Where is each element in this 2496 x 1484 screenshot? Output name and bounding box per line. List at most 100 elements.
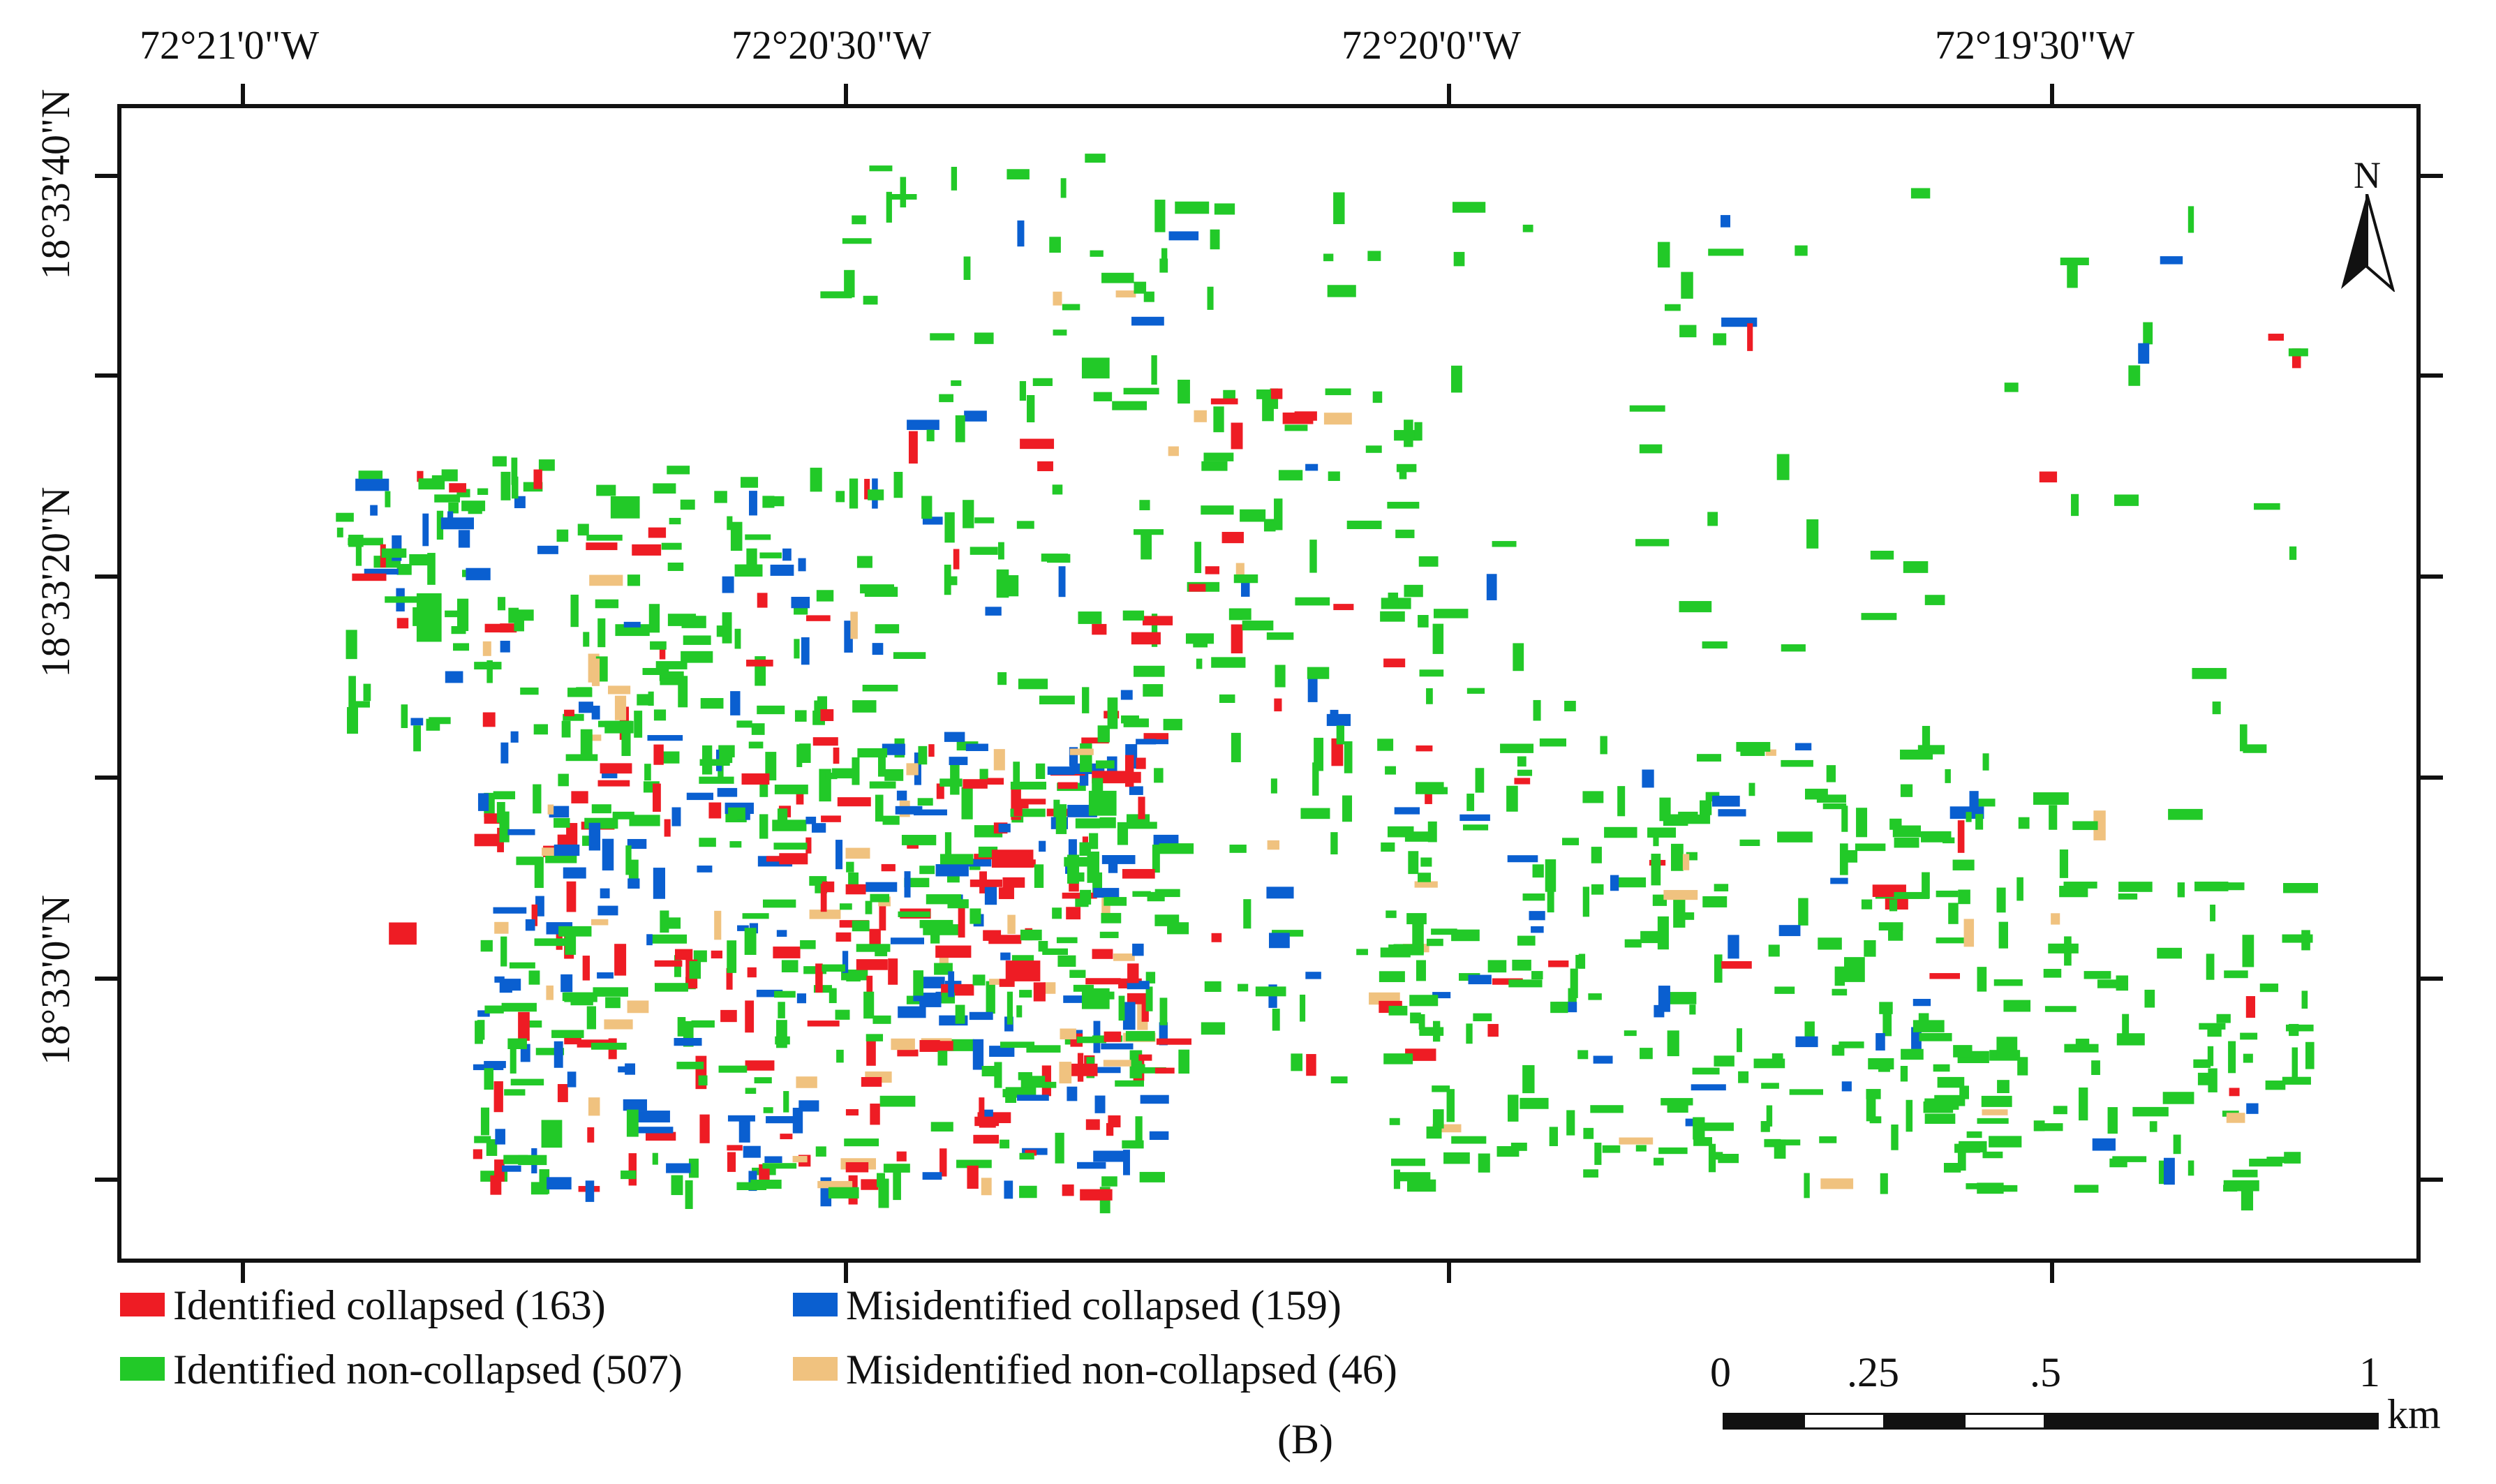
building-identified-non-collapsed <box>2016 877 2023 901</box>
building-identified-non-collapsed <box>1161 248 1168 268</box>
building-identified-non-collapsed <box>1333 192 1345 225</box>
building-identified-non-collapsed <box>714 491 727 503</box>
building-misidentified-non-collapsed <box>1115 290 1136 298</box>
building-identified-non-collapsed <box>667 466 690 475</box>
building-identified-non-collapsed <box>1194 542 1202 573</box>
building-identified-non-collapsed <box>2067 258 2078 288</box>
building-identified-non-collapsed <box>2018 817 2030 829</box>
building-identified-non-collapsed <box>1451 929 1480 942</box>
building-identified-non-collapsed <box>1451 1136 1487 1144</box>
building-identified-collapsed <box>1274 698 1282 712</box>
building-misidentified-collapsed <box>1017 220 1025 247</box>
building-misidentified-collapsed <box>1432 992 1451 999</box>
building-identified-collapsed <box>493 1081 503 1113</box>
building-identified-collapsed <box>1131 632 1161 645</box>
building-identified-non-collapsed <box>774 990 796 998</box>
building-identified-non-collapsed <box>1679 601 1712 613</box>
building-misidentified-collapsed <box>1089 1067 1121 1074</box>
building-misidentified-collapsed <box>798 1100 819 1112</box>
building-identified-non-collapsed <box>1372 391 1383 403</box>
building-identified-non-collapsed <box>1640 1048 1653 1060</box>
longitude-label-4: 72°19'30"W <box>1935 22 2135 68</box>
building-identified-non-collapsed <box>480 940 493 952</box>
building-identified-non-collapsed <box>1118 995 1125 1021</box>
building-identified-non-collapsed <box>1624 939 1642 948</box>
building-identified-non-collapsed <box>2242 935 2254 967</box>
building-identified-non-collapsed <box>348 676 356 708</box>
building-identified-collapsed <box>674 949 693 960</box>
building-identified-non-collapsed <box>974 332 994 344</box>
building-identified-non-collapsed <box>580 729 593 759</box>
building-identified-non-collapsed <box>1404 420 1413 447</box>
building-identified-non-collapsed <box>1055 1132 1064 1164</box>
building-identified-non-collapsed <box>1866 1096 1876 1122</box>
building-identified-non-collapsed <box>2187 1160 2194 1176</box>
building-identified-collapsed <box>1019 799 1046 805</box>
building-misidentified-collapsed <box>1058 566 1066 598</box>
building-identified-non-collapsed <box>986 981 995 1014</box>
legend-swatch-identified-collapsed <box>120 1293 165 1316</box>
building-identified-non-collapsed <box>1903 561 1929 573</box>
building-identified-collapsed <box>1092 949 1113 959</box>
building-identified-non-collapsed <box>1272 1009 1280 1031</box>
building-identified-non-collapsed <box>1057 955 1076 967</box>
building-identified-collapsed <box>864 479 870 500</box>
building-identified-non-collapsed <box>1834 966 1845 986</box>
building-identified-collapsed <box>1138 796 1145 819</box>
building-misidentified-non-collapsed <box>1194 410 1207 422</box>
building-identified-non-collapsed <box>642 667 669 675</box>
building-identified-non-collapsed <box>1520 1097 1549 1109</box>
building-misidentified-collapsed <box>623 1099 647 1111</box>
building-identified-non-collapsed <box>1575 954 1585 969</box>
building-identified-collapsed <box>805 837 812 854</box>
building-identified-non-collapsed <box>1122 1140 1144 1149</box>
building-identified-non-collapsed <box>1312 762 1319 796</box>
legend-label-identified-non-collapsed: Identified non-collapsed (507) <box>173 1346 683 1393</box>
building-identified-non-collapsed <box>1924 595 1945 605</box>
building-identified-non-collapsed <box>810 468 822 492</box>
building-identified-non-collapsed <box>427 553 436 585</box>
building-misidentified-collapsed <box>410 718 424 726</box>
building-misidentified-collapsed <box>922 517 943 525</box>
building-identified-non-collapsed <box>1709 1152 1723 1160</box>
building-identified-non-collapsed <box>484 1064 493 1090</box>
building-misidentified-non-collapsed <box>981 1178 992 1196</box>
building-misidentified-collapsed <box>1077 1162 1106 1169</box>
building-misidentified-collapsed <box>782 548 792 561</box>
building-misidentified-non-collapsed <box>796 1076 817 1088</box>
building-identified-non-collapsed <box>1702 641 1728 649</box>
building-identified-non-collapsed <box>816 590 834 602</box>
building-identified-non-collapsed <box>1085 154 1106 163</box>
building-identified-collapsed <box>531 904 538 926</box>
building-identified-collapsed <box>1020 438 1055 450</box>
building-identified-non-collapsed <box>681 651 713 663</box>
building-identified-collapsed <box>766 856 801 862</box>
building-identified-collapsed <box>2268 334 2285 341</box>
building-identified-non-collapsed <box>1426 938 1443 947</box>
building-identified-non-collapsed <box>730 521 743 551</box>
building-identified-non-collapsed <box>1418 873 1432 882</box>
building-identified-collapsed <box>1143 616 1173 625</box>
building-identified-non-collapsed <box>1977 967 1987 992</box>
building-identified-non-collapsed <box>1418 556 1439 567</box>
building-identified-non-collapsed <box>2157 947 2182 959</box>
building-misidentified-non-collapsed <box>1060 1028 1076 1039</box>
building-misidentified-collapsed <box>1507 855 1538 863</box>
building-identified-non-collapsed <box>926 429 935 442</box>
building-misidentified-collapsed <box>722 576 734 593</box>
building-misidentified-collapsed <box>618 1066 628 1073</box>
building-misidentified-collapsed <box>1063 995 1087 1003</box>
building-identified-non-collapsed <box>418 478 445 490</box>
building-identified-non-collapsed <box>1053 329 1067 336</box>
building-identified-non-collapsed <box>1427 821 1437 843</box>
building-misidentified-non-collapsed <box>542 847 562 856</box>
building-identified-non-collapsed <box>2144 989 2155 1008</box>
building-identified-non-collapsed <box>1804 1021 1815 1039</box>
building-identified-non-collapsed <box>2064 1044 2099 1053</box>
building-identified-non-collapsed <box>1522 893 1545 901</box>
building-identified-collapsed <box>1154 1067 1175 1074</box>
building-identified-non-collapsed <box>1426 688 1433 704</box>
building-misidentified-collapsed <box>510 731 519 743</box>
building-misidentified-collapsed <box>895 806 923 815</box>
building-misidentified-collapsed <box>2246 1103 2259 1114</box>
